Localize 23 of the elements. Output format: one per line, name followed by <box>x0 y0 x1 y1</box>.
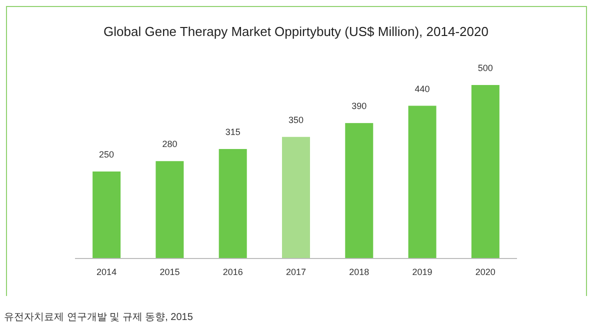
x-tick-label: 2016 <box>222 267 243 277</box>
data-label: 390 <box>352 101 367 112</box>
x-tick-label: 2015 <box>160 267 180 277</box>
bar <box>218 149 247 258</box>
bar <box>282 136 310 258</box>
data-label: 440 <box>414 84 430 94</box>
chart-title: Global Gene Therapy Market Oppirtybuty (US$ Million), 2014-2020 <box>104 24 488 39</box>
bar <box>156 161 184 258</box>
data-label: 500 <box>478 63 493 73</box>
x-tick-label: 2020 <box>475 267 496 277</box>
bar <box>345 123 374 258</box>
data-label: 350 <box>288 114 304 125</box>
data-label: 250 <box>99 150 114 160</box>
data-label: 315 <box>225 127 240 138</box>
bar <box>92 172 121 258</box>
text: 유전자치료제 연구개발 및 규제 동향, 2015 <box>4 312 194 323</box>
x-tick-label: 2019 <box>412 267 432 277</box>
bar <box>408 106 436 258</box>
x-tick-label: 2014 <box>96 267 117 277</box>
x-tick-label: 2018 <box>349 267 370 277</box>
data-label: 280 <box>162 139 178 150</box>
bar <box>471 85 500 258</box>
x-tick-label: 2017 <box>286 267 306 277</box>
